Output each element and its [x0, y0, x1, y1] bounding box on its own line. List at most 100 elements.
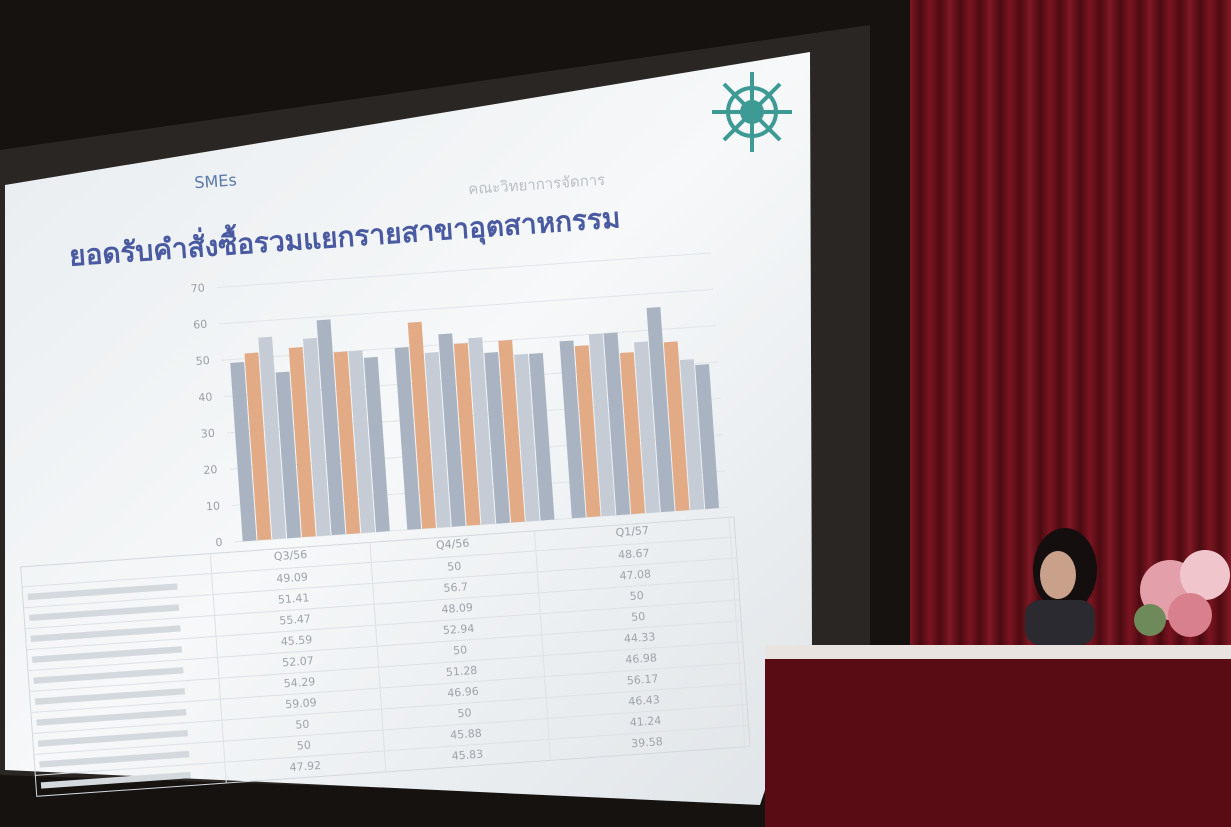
table-cell: 55.47	[279, 612, 311, 627]
table-cell: 50	[629, 589, 644, 603]
bar	[679, 359, 705, 511]
table-rule	[22, 536, 736, 588]
y-tick-label: 50	[195, 354, 210, 368]
bar	[634, 341, 660, 514]
table-rule	[27, 620, 742, 672]
table-cell: 48.67	[618, 546, 650, 561]
table-cell: 46.98	[625, 651, 657, 666]
bar	[394, 347, 422, 530]
bar	[559, 340, 586, 519]
bar	[288, 346, 316, 538]
bar	[316, 319, 346, 536]
bar	[695, 364, 720, 509]
bar	[646, 306, 675, 513]
table-rule	[29, 641, 743, 693]
table-cell: 46.43	[628, 693, 660, 708]
bar	[348, 350, 376, 534]
table-rule	[533, 530, 552, 761]
table-cell: 51.28	[445, 664, 477, 679]
table-cell: 56.17	[626, 672, 658, 687]
y-tick-label: 10	[206, 499, 221, 513]
table-cell: 50	[453, 643, 468, 657]
table-cell: 50	[447, 560, 462, 574]
table-rule	[33, 704, 748, 755]
row-label-blur	[34, 688, 186, 705]
table-rule	[25, 578, 739, 630]
bar	[275, 371, 301, 539]
table-rule	[32, 683, 746, 734]
table-rule	[23, 557, 737, 609]
table-cell: 44.33	[624, 630, 656, 645]
bar	[302, 337, 331, 537]
x-tick-label: Q1/57	[615, 524, 649, 539]
table-cell: 45.59	[280, 633, 312, 648]
row-label-blur	[36, 709, 187, 726]
slide: SMEs คณะวิทยาการจัดการ ยอดรับคำสั่งซื้อร…	[20, 170, 751, 797]
row-label-blur	[30, 625, 181, 642]
bar	[498, 339, 525, 523]
table-cell: 51.41	[277, 591, 309, 606]
table-rule	[728, 517, 746, 747]
bar	[333, 351, 361, 535]
bar	[244, 352, 272, 541]
slide-subtitle: SMEs	[194, 170, 238, 192]
table-cell: 50	[457, 706, 472, 720]
table-rule	[209, 553, 227, 784]
x-tick-label: Q3/56	[273, 548, 307, 563]
table-cell: 50	[631, 610, 646, 624]
table-cell: 45.83	[451, 748, 483, 763]
logo	[712, 72, 792, 152]
bar	[468, 337, 496, 525]
bar	[407, 321, 436, 529]
table-rule	[26, 599, 740, 651]
bar	[619, 352, 645, 515]
bar	[603, 332, 631, 516]
bar	[663, 341, 690, 512]
table-rule	[30, 662, 745, 714]
bar	[529, 352, 555, 521]
bar	[484, 351, 511, 524]
table-cell: 56.7	[443, 580, 468, 595]
row-label-blur	[39, 750, 190, 768]
table-rule	[35, 724, 749, 776]
bar	[514, 353, 540, 522]
row-label-blur	[40, 771, 191, 789]
y-tick-label: 70	[190, 281, 205, 295]
data-table	[20, 516, 751, 797]
bar	[453, 342, 481, 526]
table-top	[765, 645, 1231, 659]
y-tick-label: 0	[215, 536, 223, 549]
flowers	[1134, 550, 1230, 637]
table-cell: 50	[296, 739, 311, 753]
table-cell: 45.88	[450, 727, 482, 742]
y-tick-label: 60	[193, 318, 208, 332]
row-label-blur	[32, 646, 183, 663]
table-cell: 52.94	[442, 622, 474, 637]
table-cell: 47.92	[289, 759, 321, 774]
grid-line	[219, 288, 714, 325]
row-label-blur	[29, 604, 180, 622]
row-label-blur	[37, 729, 188, 747]
table-cell: 41.24	[629, 714, 661, 729]
table-cell: 52.07	[282, 654, 314, 669]
bar	[230, 361, 257, 542]
bar	[424, 352, 451, 528]
table-skirt	[765, 650, 1231, 827]
table-cell: 39.58	[631, 735, 663, 750]
table-cell: 47.08	[619, 567, 651, 582]
bar	[574, 345, 601, 518]
table-cell: 54.29	[283, 675, 315, 690]
table-rule	[369, 542, 387, 772]
speaker	[1025, 528, 1097, 645]
y-tick-label: 30	[200, 427, 215, 441]
x-tick-label: Q4/56	[436, 537, 470, 552]
y-tick-label: 20	[203, 463, 218, 477]
row-label-blur	[33, 667, 184, 684]
y-tick-label: 40	[198, 390, 213, 404]
grid-line	[216, 252, 711, 289]
bar	[588, 333, 616, 517]
row-label-blur	[27, 583, 178, 601]
bar	[438, 333, 466, 527]
